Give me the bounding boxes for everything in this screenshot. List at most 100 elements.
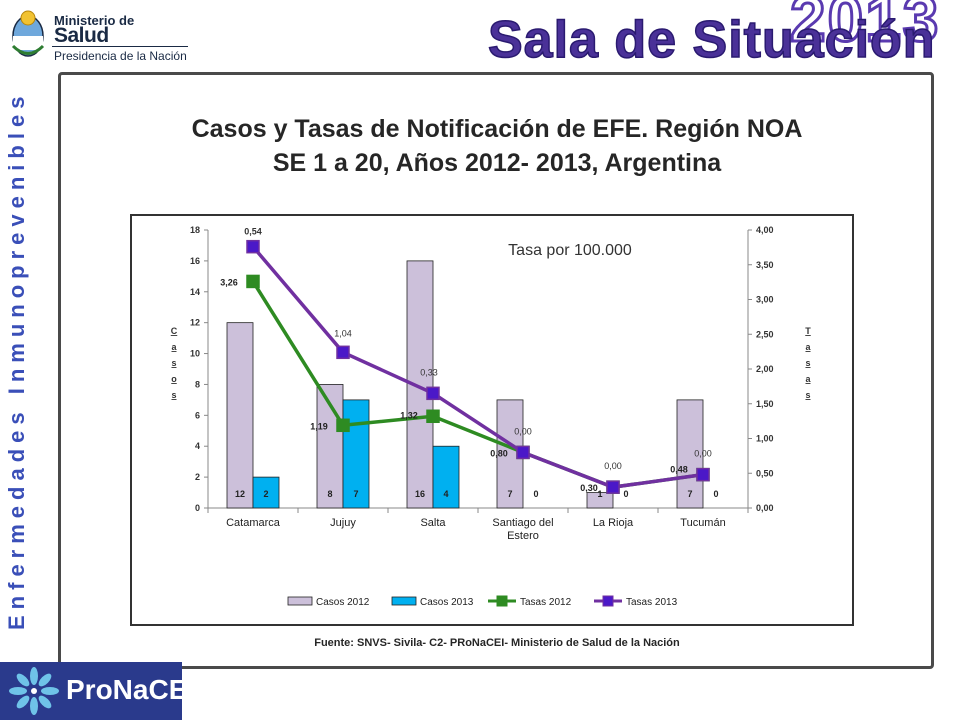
y-axis-title-right-letter: a xyxy=(805,342,811,352)
chart-title-line1: Casos y Tasas de Notificación de EFE. Re… xyxy=(191,115,803,143)
tasas-2013-point xyxy=(246,239,260,254)
legend-swatch xyxy=(391,596,417,606)
bar-label-casos-2013: 2 xyxy=(263,489,268,499)
chart-container: 0 2 4 6 8 10 12 14 16 18 0,00 0,50 1,00 1,50 2,00 2,50 3… xyxy=(130,214,854,626)
y-tick-label-left: 6 xyxy=(195,410,200,420)
y-tick-label-left: 0 xyxy=(195,503,200,513)
y-axis-title-left-letter: s xyxy=(171,358,176,368)
y-tick-label-right: 3,00 xyxy=(756,295,774,305)
legend-label: Casos 2013 xyxy=(420,597,474,608)
y-tick-label-left: 12 xyxy=(190,318,200,328)
data-label-tasas-2013: 0,33 xyxy=(420,367,438,377)
y-tick-label-right: 1,50 xyxy=(756,399,774,409)
chart-svg: 0246810121416180,000,501,001,502,002,503… xyxy=(171,225,812,608)
x-tick-label: Catamarca xyxy=(226,517,281,529)
chart-title-line2: SE 1 a 20, Años 2012- 2013, Argentina xyxy=(272,149,722,177)
ministry-line1: Ministerio de xyxy=(54,13,135,28)
logo-separator xyxy=(52,46,188,47)
tasas-2012-point xyxy=(336,418,350,433)
y-tick-label-right: 0,00 xyxy=(756,503,774,513)
bar-casos-2012 xyxy=(586,492,614,509)
data-label-tasas-2012: 3,26 xyxy=(220,277,238,287)
y-axis-title-right-letter: s xyxy=(805,390,810,400)
bar-casos-2013 xyxy=(252,476,280,509)
tasas-2013-point xyxy=(336,345,350,360)
tasas-2012-point xyxy=(246,274,260,289)
tasas-2013-point xyxy=(516,445,530,460)
bar-label-casos-2012: 12 xyxy=(235,489,245,499)
data-label-tasas-2012: 0,48 xyxy=(670,465,688,475)
bar-label-casos-2012: 8 xyxy=(327,489,332,499)
data-label-tasas-2013: 0,00 xyxy=(694,449,712,459)
bar-label-casos-2013: 0 xyxy=(533,489,538,499)
sidebar-label: Enfermedades Inmunoprevenibles xyxy=(4,90,29,630)
y-axis-title-right-letter: s xyxy=(805,358,810,368)
y-tick-label-right: 4,00 xyxy=(756,225,774,235)
bar-label-casos-2012: 7 xyxy=(507,489,512,499)
y-tick-label-left: 4 xyxy=(195,441,200,451)
y-axis-title-left-letter: C xyxy=(171,326,178,336)
data-label-tasas-2012: 0,80 xyxy=(490,448,508,458)
x-tick-label: Santiago del xyxy=(492,517,553,529)
y-tick-label-left: 2 xyxy=(195,472,200,482)
x-tick-label: Tucumán xyxy=(680,517,725,529)
data-label-tasas-2013: 0,54 xyxy=(244,227,262,237)
data-label-tasas-2012: 1,19 xyxy=(310,421,328,431)
pronacei-logo: ProNaCEI xyxy=(0,662,195,720)
annotation-tasa: Tasa por 100.000 xyxy=(508,242,632,259)
bar-label-casos-2013: 4 xyxy=(443,489,448,499)
banner-year: 2013 xyxy=(788,0,941,57)
ministry-line2: Salud xyxy=(54,24,109,47)
bar-casos-2012 xyxy=(676,399,704,509)
legend-marker xyxy=(496,595,508,607)
x-tick-label-cont: Estero xyxy=(507,530,539,542)
data-label-tasas-2013: 1,04 xyxy=(334,328,352,338)
flower-icon xyxy=(9,667,59,715)
y-tick-label-right: 2,00 xyxy=(756,364,774,374)
bar-casos-2013 xyxy=(432,445,460,509)
bar-casos-2013 xyxy=(342,399,370,509)
y-tick-label-right: 2,50 xyxy=(756,329,774,339)
y-tick-label-left: 18 xyxy=(190,225,200,235)
legend-marker xyxy=(602,595,614,607)
chart-title: Casos y Tasas de Notificación de EFE. Re… xyxy=(60,112,934,180)
y-tick-label-left: 8 xyxy=(195,379,200,389)
y-axis-title-right-letter: a xyxy=(805,374,811,384)
bar-label-casos-2012: 1 xyxy=(597,489,602,499)
y-tick-label-left: 16 xyxy=(190,256,200,266)
tasas-2013-point xyxy=(426,386,440,401)
y-tick-label-left: 14 xyxy=(190,287,200,297)
y-axis-title-right-letter: T xyxy=(805,326,811,336)
legend-label: Tasas 2013 xyxy=(626,597,678,608)
data-label-tasas-2013: 0,00 xyxy=(514,426,532,436)
tasas-2012-point xyxy=(426,409,440,424)
tasas-2013-point xyxy=(606,480,620,494)
pronacei-label: ProNaCEI xyxy=(66,674,196,705)
banner-title: Sala de Situación xyxy=(487,10,936,70)
ministry-logo: Ministerio de Salud Presidencia de la Na… xyxy=(6,4,192,66)
y-tick-label-right: 3,50 xyxy=(756,260,774,270)
ministry-line3: Presidencia de la Nación xyxy=(54,49,187,63)
coat-of-arms-icon xyxy=(11,10,45,57)
bar-label-casos-2012: 16 xyxy=(415,489,425,499)
x-tick-label: Jujuy xyxy=(330,517,356,529)
x-tick-label: La Rioja xyxy=(593,517,634,529)
tasas-2013-point xyxy=(696,467,710,482)
source-note: Fuente: SNVS- Sivila- C2- PRoNaCEI- Mini… xyxy=(314,637,680,649)
legend-label: Casos 2012 xyxy=(316,597,370,608)
tasas-2013-line xyxy=(251,245,704,489)
bar-label-casos-2012: 7 xyxy=(687,489,692,499)
y-axis-title-left-letter: s xyxy=(171,390,176,400)
bar-label-casos-2013: 7 xyxy=(353,489,358,499)
y-tick-label-left: 10 xyxy=(190,349,200,359)
data-label-tasas-2012: 0,30 xyxy=(580,483,598,493)
bar-label-casos-2013: 0 xyxy=(623,489,628,499)
legend-label: Tasas 2012 xyxy=(520,597,572,608)
y-axis-title-left-letter: o xyxy=(171,374,177,384)
y-tick-label-right: 0,50 xyxy=(756,468,774,478)
y-axis-title-left-letter: a xyxy=(171,342,177,352)
x-tick-label: Salta xyxy=(420,517,446,529)
bar-label-casos-2013: 0 xyxy=(713,489,718,499)
legend-swatch xyxy=(287,596,313,606)
y-tick-label-right: 1,00 xyxy=(756,434,774,444)
